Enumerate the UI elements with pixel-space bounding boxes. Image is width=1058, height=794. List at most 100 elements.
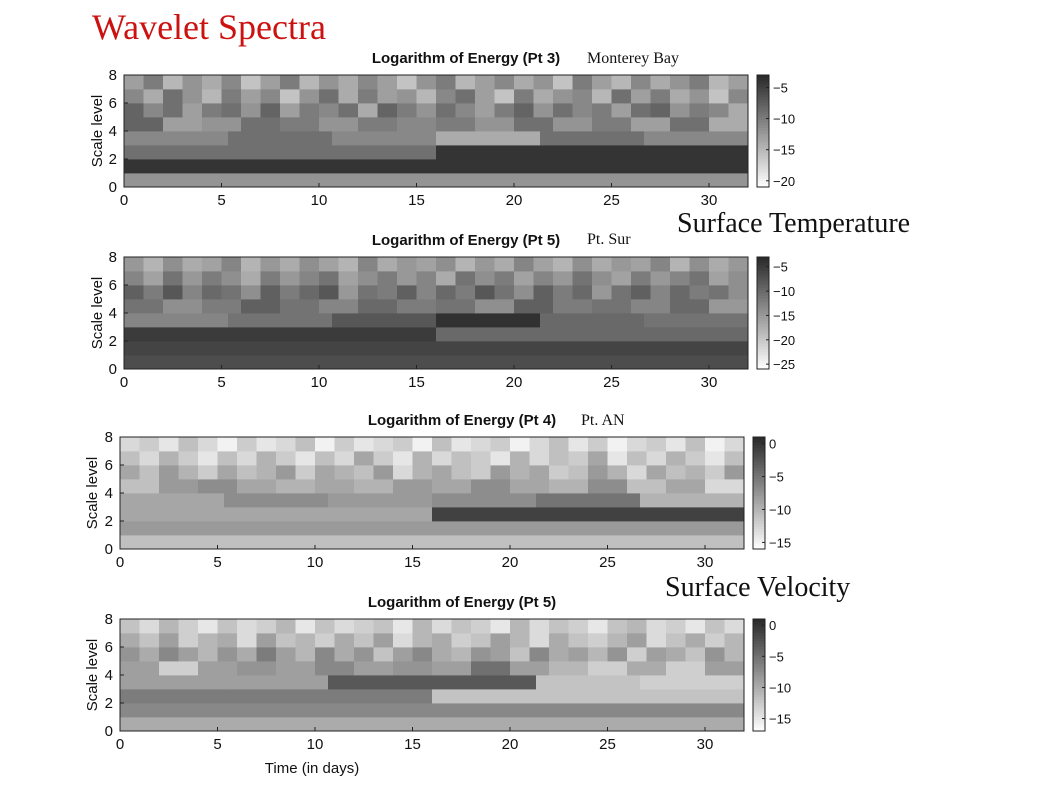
heatmap-cell-1-7-24 [592,257,612,272]
colorbar-band-0-21 [757,133,769,138]
heatmap-cell-1-5-29 [689,285,710,300]
colorbar-tick-label-0--5: −5 [773,80,788,95]
heatmap-cell-3-6-31 [724,633,745,648]
colorbar-tick-label-2--15: −15 [769,535,791,550]
heatmap-cell-1-5-10 [319,285,339,300]
heatmap-cell-3-7-29 [685,619,706,634]
heatmap-cell-2-4-12 [588,479,628,494]
x-tick-label-3-10: 10 [307,736,324,753]
colorbar-band-1-17 [757,304,769,308]
colorbar-tick-label-2--10: −10 [769,502,791,517]
colorbar-band-0-30 [757,159,769,163]
heatmap-cell-0-6-20 [514,89,534,104]
heatmap-cell-1-6-28 [670,271,690,286]
heatmap-cell-3-0-0 [120,717,745,732]
heatmap-cell-3-7-1 [139,619,160,634]
heatmap-cell-3-5-7 [256,647,277,662]
heatmap-cell-0-5-3 [182,103,203,118]
heatmap-cell-3-5-3 [178,647,199,662]
slide-title: Wavelet Spectra [92,7,326,47]
heatmap-cell-2-5-26 [627,465,647,480]
heatmap-cell-1-5-4 [202,285,222,300]
heatmap-cell-0-6-25 [611,89,632,104]
heatmap-cell-1-5-0 [124,285,144,300]
y-tick-label-3-8: 8 [105,611,113,628]
colorbar-band-0-32 [757,164,769,168]
heatmap-cell-1-5-16 [436,285,456,300]
y-tick-label-2-8: 8 [105,429,113,446]
heatmap-cell-2-6-5 [217,451,238,466]
heatmap-cell-0-7-22 [553,75,573,90]
heatmap-cell-1-7-2 [163,257,183,272]
colorbar-band-1-30 [757,341,769,345]
heatmap-cell-1-6-0 [124,271,144,286]
colorbar-band-0-31 [757,161,769,166]
heatmap-cell-0-6-11 [338,89,359,104]
heatmap-cell-2-5-15 [412,465,433,480]
colorbar-band-2-25 [753,507,765,511]
colorbar-band-1-11 [757,287,769,292]
heatmap-cell-0-6-23 [572,89,593,104]
colorbar-tick-label-1--5: −5 [773,260,788,275]
colorbar-band-1-10 [757,285,769,289]
heatmap-cell-1-5-27 [650,285,671,300]
colorbar-band-3-22 [753,680,765,684]
x-tick-label-1-5: 5 [217,374,225,391]
colorbar-band-2-9 [753,462,765,466]
heatmap-cell-3-7-22 [549,619,569,634]
heatmap-cell-1-5-11 [338,285,359,300]
heatmap-cell-3-5-18 [471,647,491,662]
heatmap-cell-0-4-4 [280,117,320,132]
heatmap-cell-1-5-5 [221,285,242,300]
heatmap-cell-2-5-8 [276,465,296,480]
heatmap-cell-2-6-23 [568,451,589,466]
heatmap-cell-2-5-24 [588,465,608,480]
heatmap-cell-1-7-30 [709,257,729,272]
heatmap-cell-0-4-3 [241,117,281,132]
heatmap-cell-0-5-13 [377,103,398,118]
x-tick-label-3-25: 25 [599,736,616,753]
heatmap-cell-3-3-2 [328,675,433,690]
colorbar-band-3-29 [753,700,765,704]
heatmap-cell-0-7-25 [611,75,632,90]
colorbar-band-0-28 [757,153,769,157]
heatmap-cell-2-6-11 [334,451,355,466]
heatmap-cell-0-0-0 [124,173,749,188]
heatmap-cell-2-6-31 [724,451,745,466]
heatmap-cell-3-7-26 [627,619,647,634]
heatmap-cell-2-7-8 [276,437,296,452]
colorbar-band-0-15 [757,117,769,121]
colorbar-band-3-20 [753,675,765,679]
colorbar-band-2-31 [753,523,765,528]
colorbar-band-0-38 [757,181,769,185]
heatmap-cell-0-5-22 [553,103,573,118]
colorbar-band-2-4 [753,448,765,452]
heatmap-cell-2-6-1 [139,451,160,466]
heatmap-cell-3-5-11 [334,647,355,662]
heatmap-cell-2-5-5 [217,465,238,480]
heatmap-cell-0-6-29 [689,89,710,104]
heatmap-cell-2-6-18 [471,451,491,466]
x-tick-label-2-0: 0 [116,554,124,571]
heatmap-cell-3-7-16 [432,619,452,634]
heatmap-cell-0-5-5 [221,103,242,118]
heatmap-cell-1-6-10 [319,271,339,286]
heatmap-cell-0-5-12 [358,103,378,118]
heatmap-cell-2-5-0 [120,465,140,480]
heatmap-cell-0-5-21 [533,103,554,118]
heatmap-cell-3-5-17 [451,647,472,662]
heatmap-cell-3-7-31 [724,619,745,634]
heatmap-cell-2-4-5 [315,479,355,494]
heatmap-cell-0-6-30 [709,89,729,104]
heatmap-cell-1-6-31 [728,271,749,286]
heatmap-cell-2-6-3 [178,451,199,466]
colorbar-band-0-29 [757,156,769,160]
heatmap-cell-3-4-9 [471,661,511,676]
heatmap-cell-3-6-30 [705,633,725,648]
colorbar-band-0-24 [757,142,769,146]
heatmap-cell-3-5-8 [276,647,296,662]
heatmap-cell-3-7-21 [529,619,550,634]
heatmap-cell-2-7-1 [139,437,160,452]
colorbar-band-0-22 [757,136,769,140]
heatmap-cell-3-6-5 [217,633,238,648]
